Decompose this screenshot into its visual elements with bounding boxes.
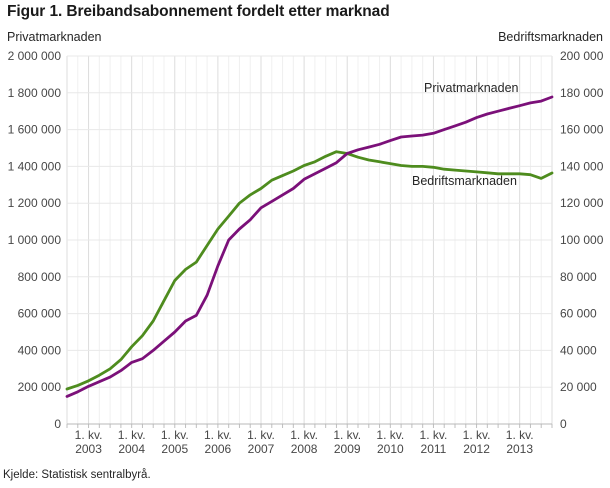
right-axis-tick-label: 120 000 — [560, 196, 604, 210]
right-axis-tick-label: 80 000 — [560, 270, 597, 284]
x-axis-tick-label-year: 2003 — [75, 442, 102, 456]
left-axis-title: Privatmarknaden — [7, 30, 102, 44]
x-axis-tick-label-year: 2007 — [248, 442, 275, 456]
left-axis-tick-label: 1 600 000 — [8, 123, 62, 137]
left-axis-tick-label: 1 000 000 — [8, 233, 62, 247]
x-axis-tick-label-quarter: 1. kv. — [463, 428, 491, 442]
x-axis-tick-label-quarter: 1. kv. — [333, 428, 361, 442]
right-axis-tick-label: 0 — [560, 417, 567, 431]
x-axis-tick-label-year: 2012 — [463, 442, 490, 456]
right-axis-tick-label: 60 000 — [560, 307, 597, 321]
left-axis-tick-label: 1 800 000 — [8, 86, 62, 100]
source-note: Kjelde: Statistisk sentralbyrå. — [3, 469, 151, 481]
left-axis-tick-label: 200 000 — [18, 380, 62, 394]
series-label-privatmarknaden: Privatmarknaden — [424, 81, 519, 95]
x-axis-tick-label-year: 2004 — [118, 442, 145, 456]
right-axis-tick-label: 160 000 — [560, 123, 604, 137]
x-axis-tick-label-quarter: 1. kv. — [290, 428, 318, 442]
x-axis-tick-label-year: 2010 — [377, 442, 404, 456]
left-axis-tick-label: 1 200 000 — [8, 196, 62, 210]
figure-title: Figur 1. Breibandsabonnement fordelt ett… — [7, 3, 390, 20]
left-axis-tick-label: 0 — [54, 417, 61, 431]
left-axis-tick-label: 2 000 000 — [8, 49, 62, 63]
right-axis-tick-label: 140 000 — [560, 159, 604, 173]
x-axis-tick-label-quarter: 1. kv. — [506, 428, 534, 442]
x-axis-tick-label-year: 2011 — [421, 442, 447, 456]
series-line-bedriftsmarknaden — [65, 150, 554, 391]
series-line-privatmarknaden — [65, 95, 554, 398]
left-axis-tick-label: 800 000 — [18, 270, 62, 284]
x-axis-tick-label-year: 2006 — [205, 442, 232, 456]
right-axis-tick-label: 100 000 — [560, 233, 604, 247]
right-axis-tick-label: 20 000 — [560, 380, 597, 394]
x-axis-tick-label-quarter: 1. kv. — [420, 428, 448, 442]
x-axis-tick-label-quarter: 1. kv. — [118, 428, 146, 442]
left-axis-tick-label: 600 000 — [18, 307, 62, 321]
x-axis-tick-label-year: 2005 — [161, 442, 188, 456]
left-axis-tick-label: 400 000 — [18, 343, 62, 357]
right-axis-tick-label: 200 000 — [560, 49, 604, 63]
x-axis-tick-label-year: 2009 — [334, 442, 361, 456]
x-axis-tick-label-quarter: 1. kv. — [204, 428, 232, 442]
series-label-bedriftsmarknaden: Bedriftsmarknaden — [412, 174, 517, 188]
x-axis-tick-label-quarter: 1. kv. — [75, 428, 103, 442]
x-axis-tick-label-year: 2013 — [506, 442, 533, 456]
left-axis-tick-label: 1 400 000 — [8, 159, 62, 173]
x-axis-tick-label-quarter: 1. kv. — [161, 428, 189, 442]
right-axis-tick-label: 40 000 — [560, 343, 597, 357]
x-axis-tick-label-year: 2008 — [291, 442, 318, 456]
right-axis-tick-label: 180 000 — [560, 86, 604, 100]
x-axis-tick-label-quarter: 1. kv. — [247, 428, 275, 442]
right-axis-title: Bedriftsmarknaden — [498, 30, 603, 44]
x-axis-tick-label-quarter: 1. kv. — [376, 428, 404, 442]
